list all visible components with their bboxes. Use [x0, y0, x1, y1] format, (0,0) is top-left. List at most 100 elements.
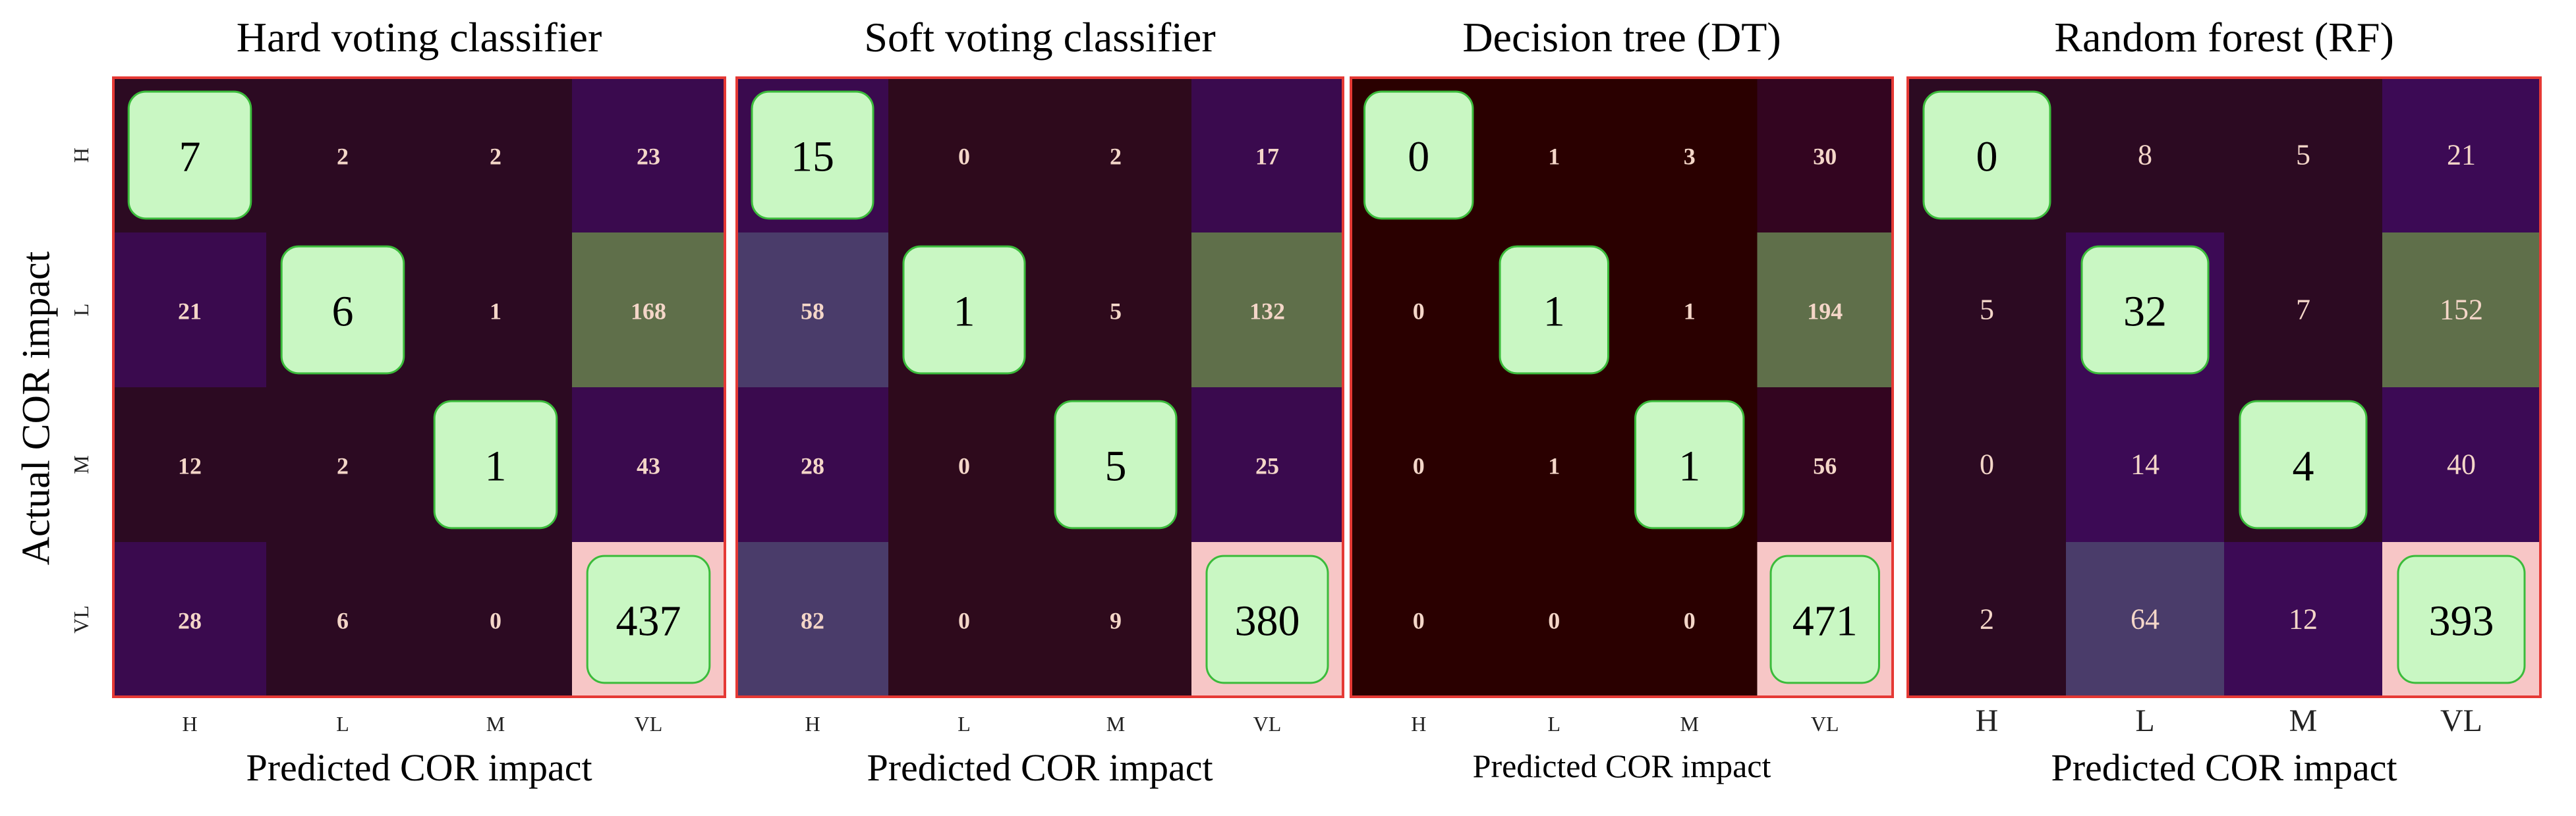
- x-axis-label: Predicted COR impact: [246, 746, 592, 789]
- matrix-cell: [888, 78, 1041, 233]
- matrix-cell: [2382, 387, 2541, 543]
- cell-value: 5: [1980, 294, 1994, 326]
- cell-value: 5: [2296, 139, 2310, 171]
- cell-value: 0: [958, 453, 970, 479]
- diagonal-cell-highlight: [902, 245, 1026, 375]
- matrix-cell: [572, 232, 726, 388]
- cell-value: 30: [1813, 144, 1837, 170]
- diagonal-cell-value: 1: [485, 443, 507, 491]
- cell-value: 0: [1413, 298, 1425, 325]
- cell-value: 58: [801, 298, 824, 325]
- cell-value: 56: [1813, 453, 1837, 479]
- matrix-cell: [113, 387, 267, 543]
- confusion-matrix-panel-4: Random forest (RF) 0 8 5 21 5 32 7 152 0 14 4 40 2 64 1…: [1906, 14, 2542, 789]
- x-tick-label: VL: [1253, 712, 1282, 736]
- cell-value: 28: [178, 608, 202, 634]
- panel-title: Soft voting classifier: [864, 14, 1215, 61]
- diagonal-cell-value: 1: [1543, 288, 1565, 336]
- matrix-cell: [2224, 232, 2383, 388]
- diagonal-cell-value: 15: [791, 133, 834, 181]
- cell-value: 21: [2447, 139, 2476, 171]
- cell-value: 1: [490, 298, 501, 325]
- matrix-cell: [1622, 232, 1758, 388]
- diagonal-cell-highlight: [2080, 245, 2210, 375]
- cell-value: 132: [1249, 298, 1285, 325]
- x-tick-label: M: [486, 712, 505, 736]
- x-axis-label: Predicted COR impact: [867, 746, 1213, 789]
- cell-value: 8: [2138, 139, 2152, 171]
- cell-value: 2: [337, 453, 349, 479]
- panel-border: [735, 76, 1344, 698]
- cell-value: 2: [490, 144, 501, 170]
- x-tick-label: H: [805, 712, 820, 736]
- matrix-cell: [113, 542, 267, 697]
- x-tick-label: M: [2289, 703, 2318, 738]
- x-tick-label: L: [336, 712, 349, 736]
- diagonal-cell-highlight: [280, 245, 405, 375]
- matrix-cell: [2066, 387, 2225, 543]
- matrix-cell: [419, 542, 573, 697]
- diagonal-cell-value: 393: [2429, 597, 2494, 645]
- matrix-cell: [266, 542, 420, 697]
- diagonal-cell-value: 1: [954, 288, 975, 336]
- cell-value: 23: [637, 144, 660, 170]
- confusion-matrix-panel-3: Decision tree (DT) 0 1 3 30 0 1 1 194 0 1 1 56 0 0 0 471…: [1350, 14, 1894, 784]
- matrix-cell: [1191, 78, 1344, 233]
- cell-value: 12: [2289, 603, 2318, 636]
- diagonal-cell-value: 1: [1678, 443, 1700, 491]
- diagonal-cell-highlight: [1922, 90, 2051, 220]
- diagonal-cell-value: 5: [1105, 443, 1127, 491]
- x-tick-label: L: [2135, 703, 2154, 738]
- x-tick-label: VL: [1811, 712, 1839, 736]
- x-tick-label: H: [1976, 703, 1999, 738]
- matrix-cell: [2224, 542, 2383, 697]
- matrix-cell: [2224, 78, 2383, 233]
- cell-value: 21: [178, 298, 202, 325]
- panel-title: Decision tree (DT): [1462, 14, 1781, 61]
- diagonal-cell-highlight: [1205, 555, 1329, 684]
- panel-title: Hard voting classifier: [237, 14, 602, 61]
- diagonal-cell-value: 6: [332, 288, 354, 336]
- cell-value: 0: [1980, 449, 1994, 481]
- diagonal-cell-highlight: [127, 90, 252, 220]
- matrix-cell: [2382, 78, 2541, 233]
- matrix-cell: [572, 387, 726, 543]
- diagonal-cell-highlight: [1769, 555, 1880, 684]
- panel-border: [112, 76, 726, 698]
- matrix-cell: [266, 78, 420, 233]
- y-tick-label: M: [69, 455, 93, 474]
- cell-value: 9: [1110, 608, 1122, 634]
- cell-value: 1: [1548, 453, 1560, 479]
- cell-value: 12: [178, 453, 202, 479]
- matrix-cell: [1757, 387, 1893, 543]
- diagonal-cell-highlight: [2239, 400, 2368, 530]
- diagonal-cell-value: 7: [179, 133, 201, 181]
- cell-value: 6: [337, 608, 349, 634]
- matrix-cell: [419, 232, 573, 388]
- matrix-cell: [1622, 78, 1758, 233]
- diagonal-cell-highlight: [1363, 90, 1474, 220]
- diagonal-cell-highlight: [751, 90, 874, 220]
- diagonal-cell-highlight: [1054, 400, 1178, 530]
- matrix-cell: [1040, 78, 1192, 233]
- matrix-cell: [1908, 542, 2067, 697]
- matrix-cell: [1040, 542, 1192, 697]
- x-tick-label: VL: [2440, 703, 2482, 738]
- diagonal-cell-highlight: [1499, 245, 1609, 375]
- panel-border: [1906, 76, 2542, 698]
- matrix-cell: [1486, 542, 1622, 697]
- diagonal-cell-highlight: [1634, 400, 1745, 530]
- cell-value: 43: [637, 453, 660, 479]
- cell-value: 0: [1684, 608, 1696, 634]
- x-tick-label: VL: [635, 712, 663, 736]
- diagonal-cell-highlight: [586, 555, 711, 684]
- x-axis-label: Predicted COR impact: [2051, 746, 2397, 789]
- cell-value: 40: [2447, 449, 2476, 481]
- matrix-cell: [572, 78, 726, 233]
- cell-value: 2: [1980, 603, 1994, 636]
- diagonal-cell-highlight: [2397, 555, 2526, 684]
- cell-value: 1: [1548, 144, 1560, 170]
- matrix-cell: [1908, 232, 2067, 388]
- y-tick-label: H: [69, 148, 93, 163]
